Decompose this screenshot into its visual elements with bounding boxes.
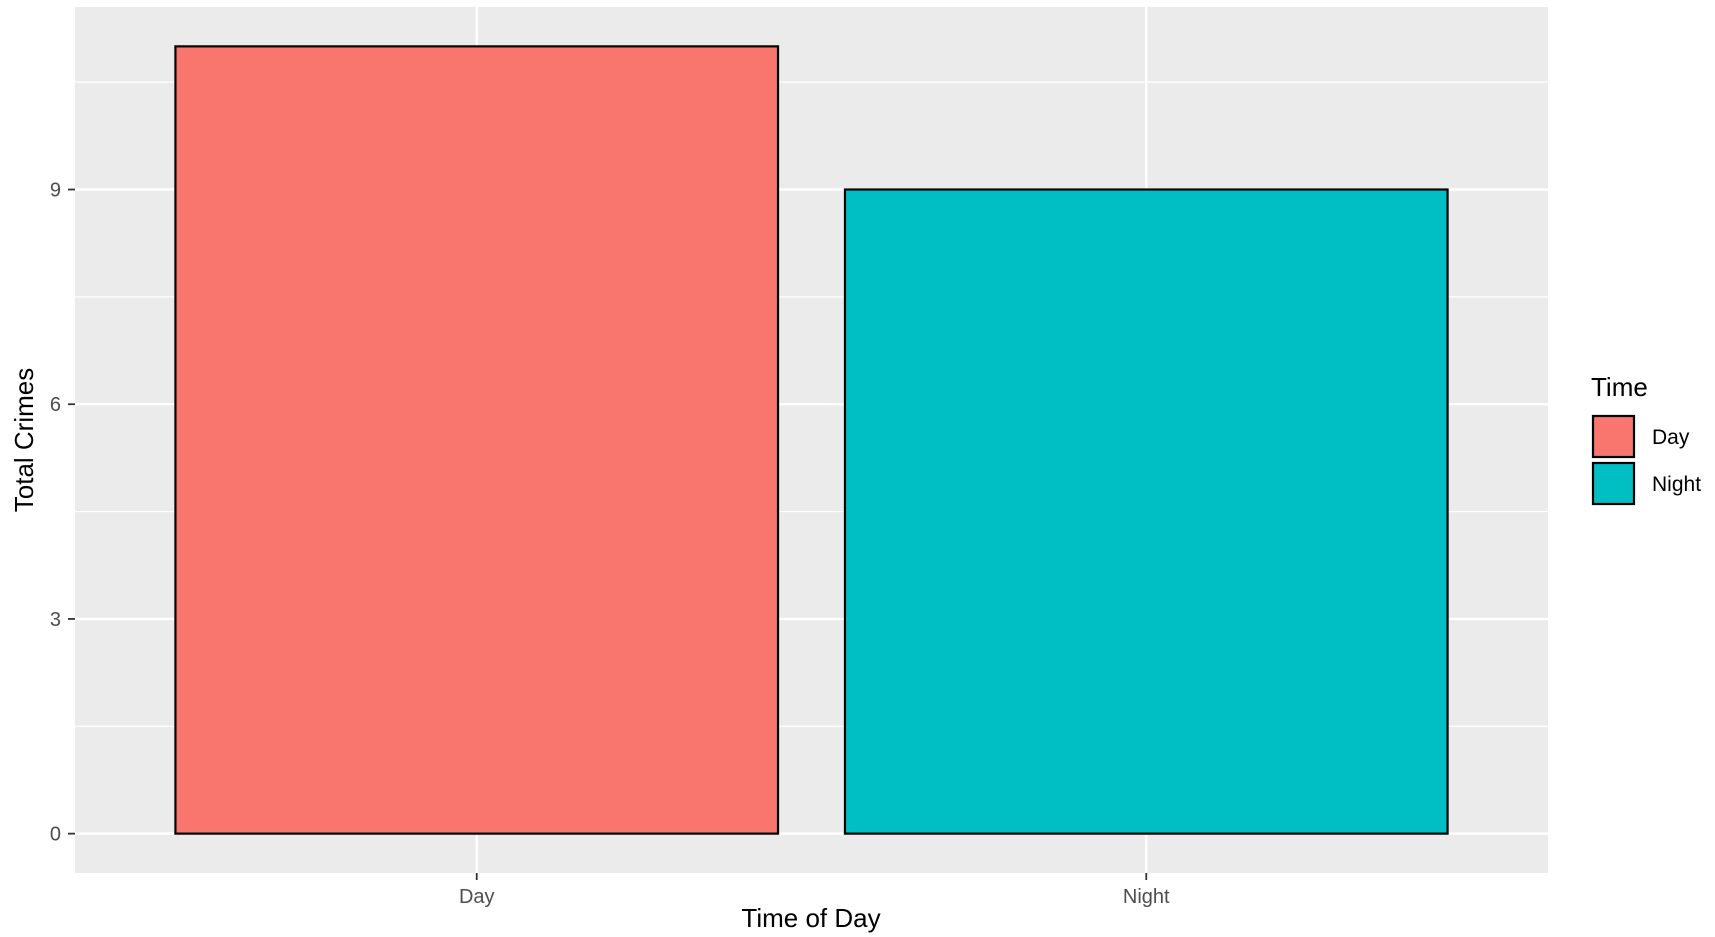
y-tick-label: 6 xyxy=(50,394,61,416)
y-tick-label: 9 xyxy=(50,180,61,202)
legend-swatch-night xyxy=(1591,461,1636,506)
legend: Time Day Night xyxy=(1591,372,1701,506)
x-tick-label: Day xyxy=(459,886,495,908)
legend-label-day: Day xyxy=(1652,426,1690,449)
y-tick-label: 3 xyxy=(50,609,61,631)
y-tick-label: 0 xyxy=(50,824,61,846)
x-axis: Day Night xyxy=(459,873,1170,908)
legend-label-night: Night xyxy=(1652,473,1701,496)
legend-swatch-day xyxy=(1591,414,1636,459)
x-axis-title: Time of Day xyxy=(741,903,880,933)
y-axis-title: Total Crimes xyxy=(9,368,39,512)
x-tick-label: Night xyxy=(1123,886,1170,908)
bar-night xyxy=(843,188,1449,835)
y-axis: 0 3 6 9 xyxy=(50,180,75,846)
bars xyxy=(174,45,1449,835)
legend-title: Time xyxy=(1591,372,1648,402)
bar-day xyxy=(174,45,780,835)
